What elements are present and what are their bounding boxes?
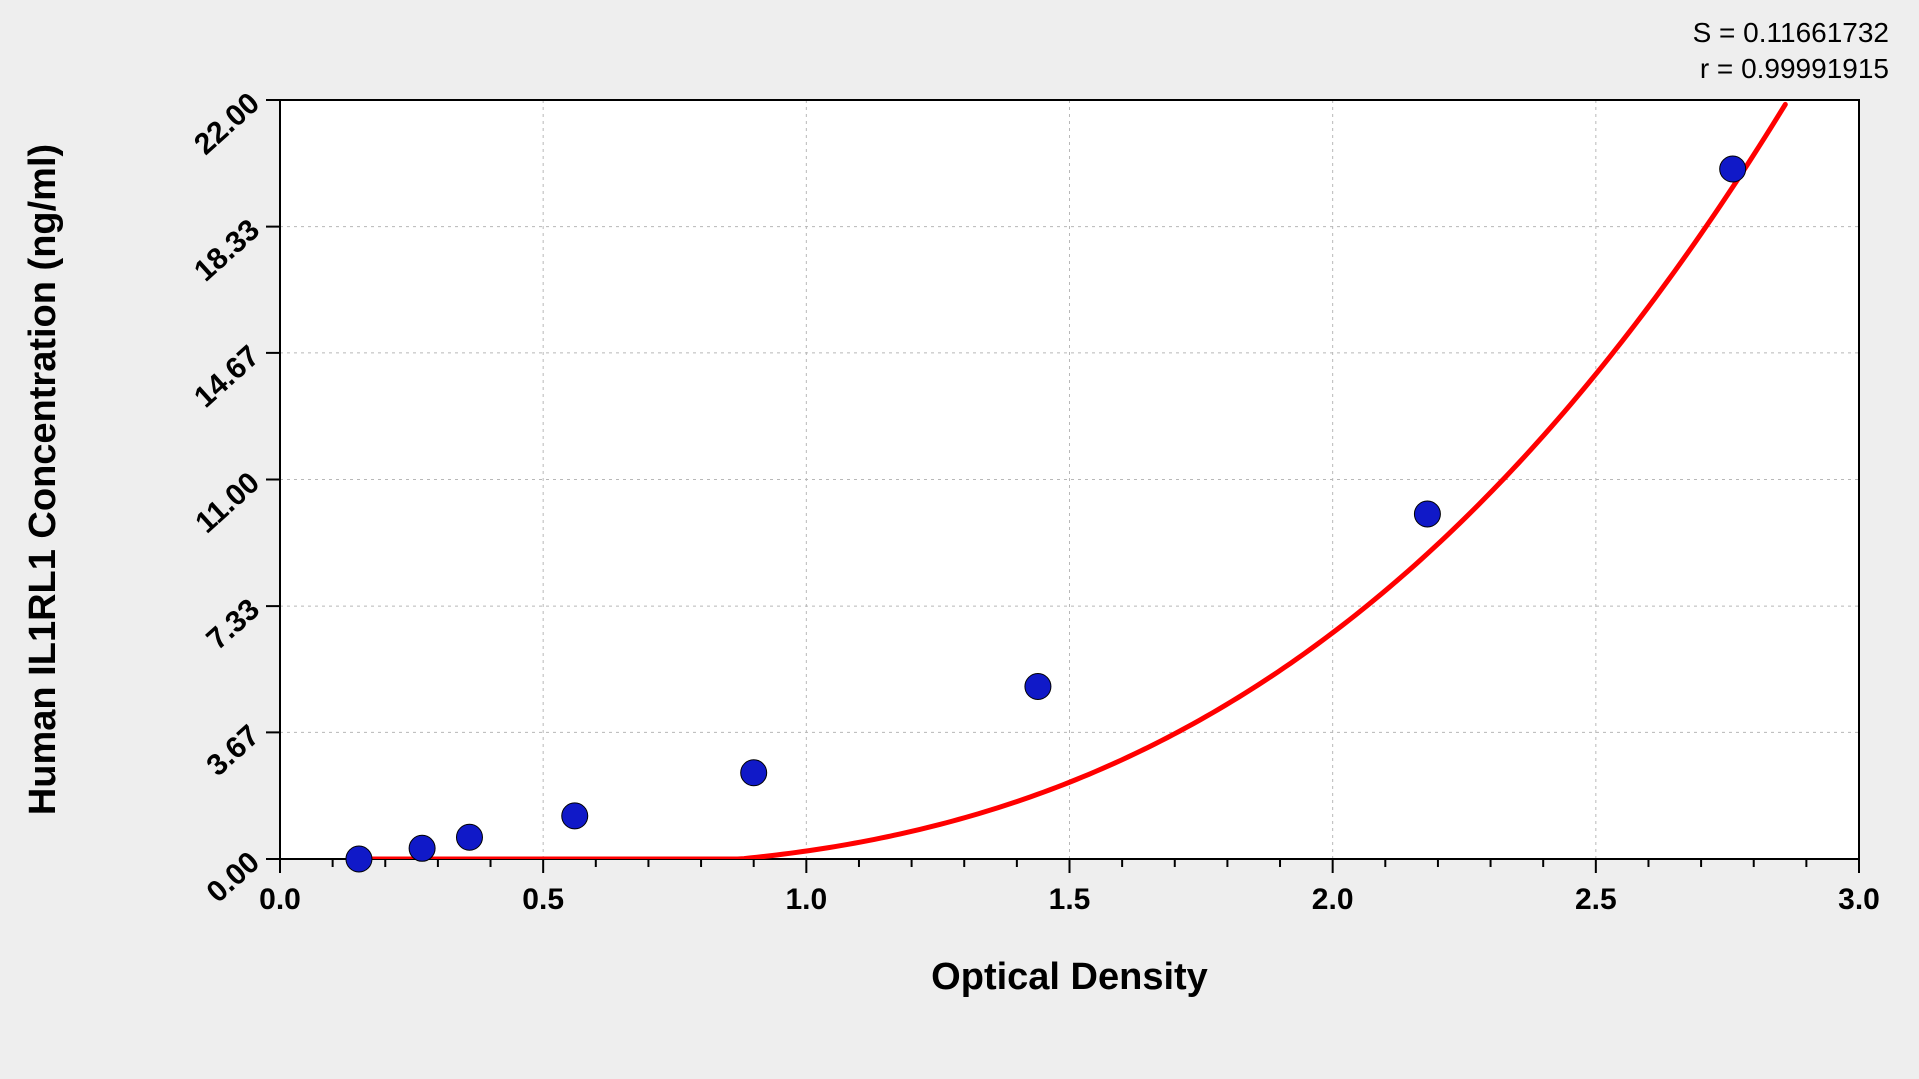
data-point <box>409 835 435 861</box>
x-tick-label: 2.5 <box>1575 883 1617 916</box>
y-axis-title: Human IL1RL1 Concentration (ng/ml) <box>22 144 64 815</box>
data-point <box>1414 501 1440 527</box>
fit-stat: S = 0.11661732 <box>1693 17 1889 48</box>
x-tick-label: 1.5 <box>1049 883 1091 916</box>
x-tick-label: 3.0 <box>1838 883 1880 916</box>
x-tick-label: 0.5 <box>522 883 564 916</box>
data-point <box>741 760 767 786</box>
chart-stage: 0.00.51.01.52.02.53.00.003.677.3311.0014… <box>0 0 1919 1079</box>
x-axis-title: Optical Density <box>931 956 1208 998</box>
x-tick-label: 1.0 <box>785 883 827 916</box>
x-tick-label: 2.0 <box>1312 883 1354 916</box>
data-point <box>456 824 482 850</box>
data-point <box>346 846 372 872</box>
x-tick-label: 0.0 <box>259 883 301 916</box>
fit-stat: r = 0.99991915 <box>1700 53 1889 84</box>
data-point <box>1720 156 1746 182</box>
data-point <box>1025 674 1051 700</box>
data-point <box>562 803 588 829</box>
